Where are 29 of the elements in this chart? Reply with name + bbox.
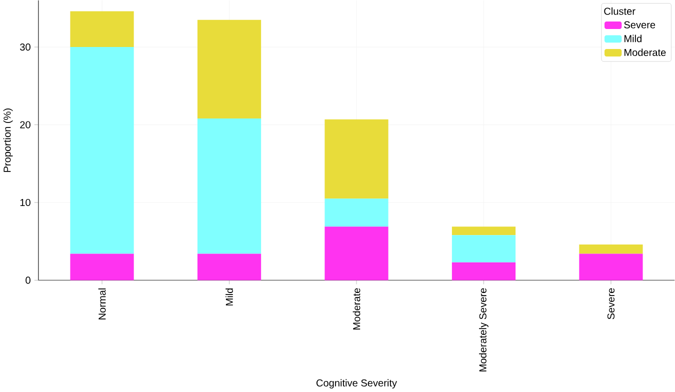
bar (452, 235, 516, 262)
legend-label: Moderate (624, 48, 666, 56)
bar (579, 254, 643, 280)
y-axis-title: Proportion (%) (3, 108, 13, 172)
bar (452, 226, 516, 236)
bar (324, 119, 388, 199)
x-tick-label: Severe (607, 288, 615, 320)
bar (197, 20, 262, 119)
bar (324, 198, 388, 227)
legend-label: Mild (624, 34, 642, 42)
x-tick-label: Mild (226, 288, 233, 306)
bar (324, 226, 388, 280)
x-tick-label: Moderate (352, 288, 360, 330)
bar (197, 254, 262, 280)
y-tick-label: 20 (20, 121, 30, 128)
legend-label: Severe (624, 21, 656, 28)
x-tick-label: Moderately Severe (479, 288, 488, 372)
y-tick-label: 0 (26, 276, 30, 284)
bar (579, 244, 643, 254)
x-tick-label: Normal (98, 288, 106, 320)
bar (70, 254, 134, 280)
y-tick-label: 30 (20, 44, 30, 51)
bar (70, 47, 134, 254)
bar (452, 262, 516, 280)
y-tick-label: 10 (20, 199, 30, 206)
legend-title: Cluster (604, 8, 636, 15)
x-axis-title: Cognitive Severity (316, 379, 397, 389)
bar (70, 11, 134, 48)
bar (197, 118, 262, 254)
